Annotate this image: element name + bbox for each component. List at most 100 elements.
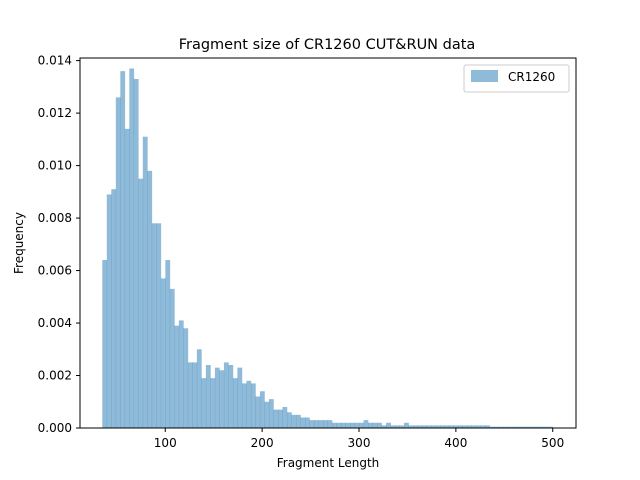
- histogram-bar: [354, 422, 360, 428]
- histogram-bar: [381, 425, 387, 428]
- histogram-bar: [489, 426, 495, 428]
- histogram-bar: [327, 420, 333, 428]
- histogram-bar: [503, 426, 508, 428]
- histogram-bar: [404, 422, 409, 428]
- histogram-bar: [543, 426, 549, 428]
- histogram-bar: [372, 422, 378, 428]
- histogram-bar: [341, 422, 346, 428]
- y-axis-ticks: 0.000 0.002 0.004 0.006 0.008 0.010 0.012 0.014: [38, 54, 80, 435]
- histogram-bar: [512, 426, 518, 428]
- histogram-bar: [309, 420, 315, 428]
- x-tick-label: 500: [541, 436, 564, 450]
- histogram-bar: [386, 422, 391, 428]
- histogram-bar: [174, 325, 180, 428]
- histogram-bar: [255, 396, 261, 428]
- histogram-bar: [192, 362, 198, 428]
- histogram-bar: [476, 425, 481, 428]
- histogram-bar: [336, 422, 342, 428]
- histogram-bar: [435, 425, 441, 428]
- histogram-bar: [458, 425, 463, 428]
- histogram-bar: [413, 425, 418, 428]
- histogram-bar: [525, 426, 531, 428]
- histogram-bar: [156, 223, 162, 428]
- histogram-bar: [304, 417, 310, 428]
- histogram-bar: [408, 425, 414, 428]
- histogram-bar: [295, 414, 301, 428]
- plot-frame: [79, 57, 577, 429]
- histogram-bar: [485, 425, 490, 428]
- histogram-bar: [138, 178, 144, 428]
- histogram-bar: [377, 422, 382, 428]
- histogram-bar: [151, 223, 157, 428]
- x-tick-label: 400: [444, 436, 467, 450]
- histogram-bar: [440, 425, 445, 428]
- histogram-bar: [345, 422, 351, 428]
- histogram-bar: [431, 425, 436, 428]
- histogram-bar: [268, 399, 274, 428]
- histogram-bar: [183, 328, 189, 428]
- histogram-bar: [205, 365, 211, 428]
- histogram-bar: [291, 414, 297, 428]
- histogram-bar: [133, 78, 139, 429]
- histogram-bar: [178, 320, 184, 428]
- histogram-bar: [111, 189, 117, 428]
- x-tick-label: 100: [154, 436, 177, 450]
- histogram-bar: [548, 426, 554, 428]
- histogram-bar: [453, 425, 459, 428]
- histogram-bars: [102, 68, 554, 429]
- y-axis-label: Frequency: [12, 212, 26, 274]
- histogram-bar: [282, 407, 288, 428]
- histogram-bar: [390, 425, 396, 428]
- histogram-bar: [228, 365, 234, 428]
- histogram-bar: [210, 378, 216, 428]
- histogram-bar: [417, 425, 423, 428]
- histogram-bar: [449, 425, 454, 428]
- y-tick-label: 0.000: [38, 421, 72, 435]
- histogram-bar: [323, 420, 328, 428]
- histogram-bar: [102, 260, 108, 428]
- y-tick-label: 0.014: [38, 54, 72, 68]
- histogram-bar: [259, 391, 265, 428]
- histogram-bar: [480, 425, 486, 428]
- histogram-bar: [129, 68, 135, 428]
- histogram-bar: [467, 425, 472, 428]
- legend-swatch: [471, 70, 498, 82]
- histogram-bar: [147, 170, 153, 428]
- y-tick-label: 0.010: [38, 159, 72, 173]
- histogram-bar: [395, 425, 400, 428]
- histogram-bar: [534, 426, 540, 428]
- histogram-bar: [359, 422, 364, 428]
- histogram-bar: [471, 425, 477, 428]
- histogram-bar: [106, 194, 112, 428]
- histogram-bar: [241, 383, 247, 428]
- histogram-bar: [332, 422, 337, 428]
- histogram-bar: [350, 422, 355, 428]
- histogram-bar: [196, 349, 202, 428]
- x-tick-label: 200: [251, 436, 274, 450]
- histogram-bar: [246, 380, 252, 428]
- y-tick-label: 0.012: [38, 106, 72, 120]
- x-axis-ticks: 100 200 300 400 500: [154, 428, 564, 450]
- histogram-bar: [498, 426, 504, 428]
- histogram-bar: [399, 425, 405, 428]
- chart-title: Fragment size of CR1260 CUT&RUN data: [179, 37, 476, 53]
- histogram-bar: [264, 401, 270, 428]
- y-tick-label: 0.004: [38, 316, 72, 330]
- histogram-bar: [187, 362, 193, 428]
- histogram-bar: [120, 71, 126, 429]
- histogram-bar: [169, 288, 175, 428]
- histogram-bar: [521, 426, 527, 428]
- histogram-bar: [444, 425, 450, 428]
- histogram-bar: [219, 370, 225, 428]
- histogram-bar: [273, 409, 279, 428]
- y-tick-label: 0.008: [38, 211, 72, 225]
- histogram-bar: [115, 97, 121, 429]
- histogram-bar: [201, 378, 207, 428]
- histogram-bar: [223, 362, 229, 428]
- histogram-bar: [462, 425, 468, 428]
- histogram-bar: [142, 136, 148, 428]
- histogram-bar: [160, 278, 166, 428]
- histogram-bar: [286, 412, 292, 428]
- histogram-bar: [300, 417, 306, 428]
